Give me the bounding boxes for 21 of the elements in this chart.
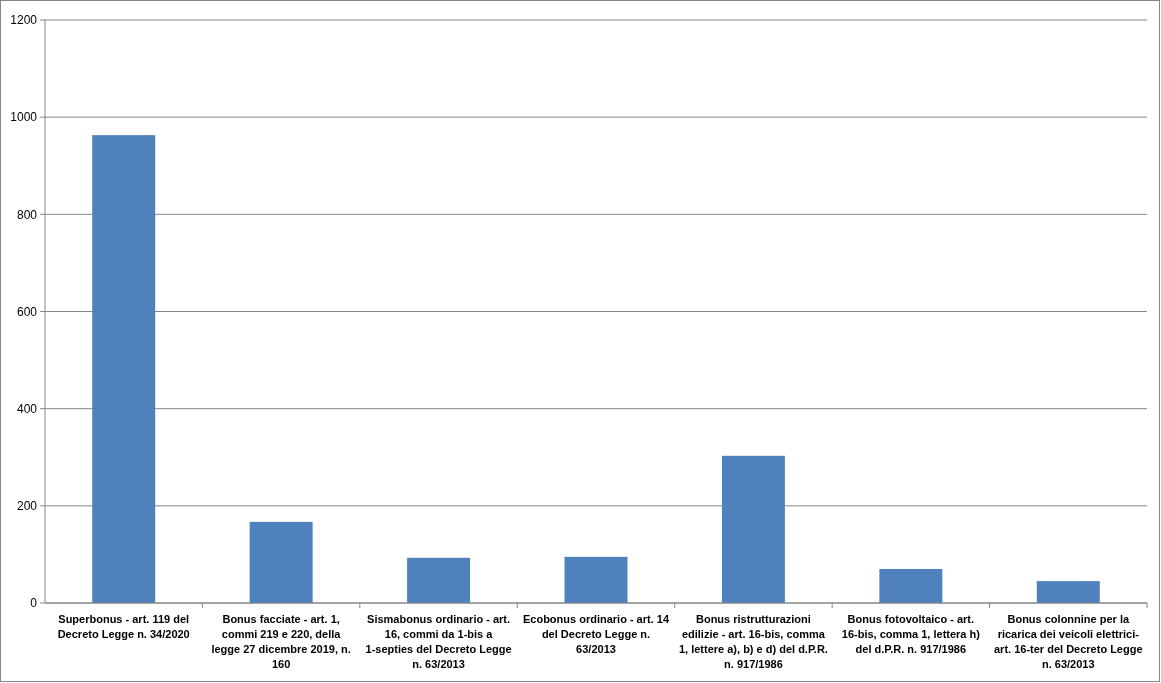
bar — [721, 455, 785, 603]
bar — [407, 557, 471, 603]
y-tick-label: 1000 — [10, 110, 38, 125]
bar — [564, 556, 628, 603]
bar — [1036, 581, 1100, 603]
y-tick-label: 800 — [16, 207, 38, 222]
bar — [249, 521, 313, 603]
y-tick-label: 600 — [16, 304, 38, 319]
x-tick-label: Bonus colonnine per la ricarica dei veicoli elettrici- art. 16-ter del Decreto Legge n. 63/2013 — [994, 613, 1143, 670]
x-tick-label: Bonus fotovoltaico - art. 16-bis, comma 1, lettera h) del d.P.R. n. 917/1986 — [841, 613, 981, 655]
x-tick-label: Sismabonus ordinario - art. 16, commi da 1-bis a 1-septies del Decreto Legge n. 63/2013 — [365, 613, 512, 670]
y-tick-label: 200 — [16, 499, 38, 514]
x-tick-label: Bonus ristrutturazioni edilizie - art. 16-bis, comma 1, lettere a), b) e d) del d.P.R. n. 917/1986 — [678, 613, 828, 670]
x-tick-label: Superbonus - art. 119 del Decreto Legge n. 34/2020 — [57, 613, 190, 640]
y-tick-label: 400 — [16, 401, 38, 416]
bar — [879, 568, 943, 603]
y-tick-label: 1200 — [10, 13, 38, 28]
x-tick-label: Bonus facciate - art. 1, commi 219 e 220, della legge 27 dicembre 2019, n. 160 — [211, 613, 351, 670]
bar — [92, 135, 156, 603]
y-tick-label: 0 — [30, 596, 38, 611]
x-tick-label: Ecobonus ordinario - art. 14 del Decreto Legge n. 63/2013 — [522, 613, 670, 655]
